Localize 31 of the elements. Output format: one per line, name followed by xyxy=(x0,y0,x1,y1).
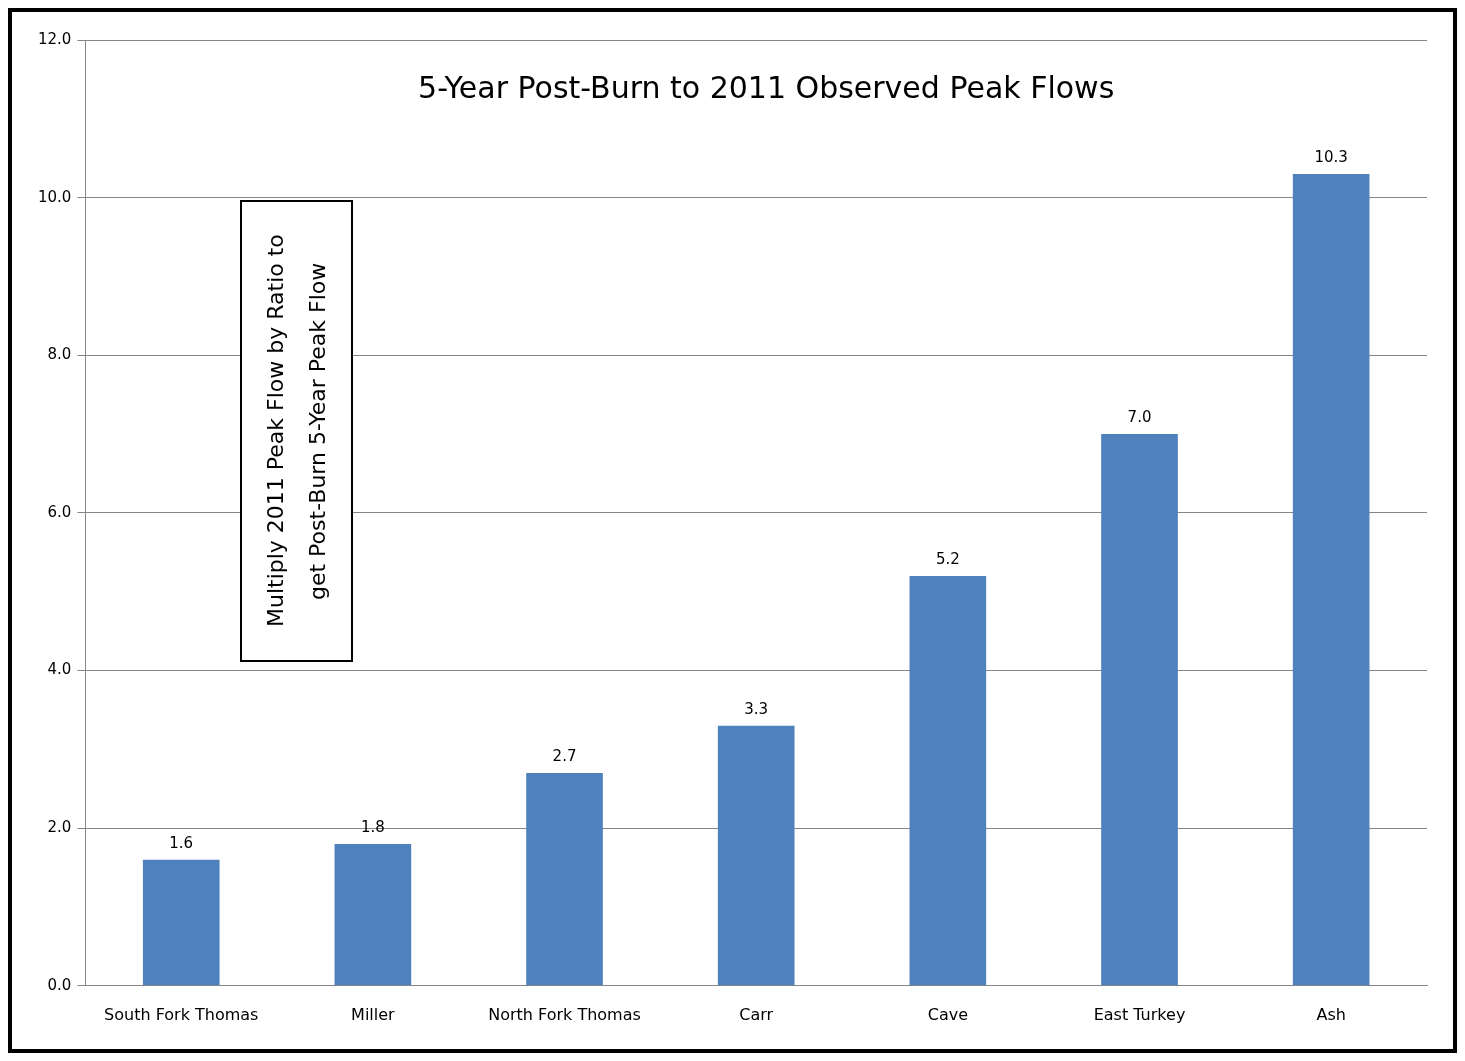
bar xyxy=(142,859,220,986)
y-tick-label: 2.0 xyxy=(47,818,72,837)
y-tick-label: 8.0 xyxy=(47,345,72,364)
data-label: 7.0 xyxy=(1127,408,1152,427)
bar xyxy=(1292,173,1370,986)
y-tick-label: 0.0 xyxy=(47,975,72,994)
x-tick-label: Carr xyxy=(739,1004,774,1024)
bar xyxy=(526,773,603,986)
bar xyxy=(334,843,412,986)
data-label: 2.7 xyxy=(552,747,577,766)
text: 5-Year Post-Burn to 2011 Observed Peak Flows xyxy=(418,69,1115,105)
x-tick-label: Cave xyxy=(927,1004,969,1024)
data-label: 3.3 xyxy=(744,700,769,719)
y-tick-label: 12.0 xyxy=(37,29,72,48)
data-label: 10.3 xyxy=(1314,148,1348,167)
y-tick-label: 6.0 xyxy=(47,502,72,521)
data-label: 5.2 xyxy=(935,550,960,569)
x-tick-label: South Fork Thomas xyxy=(104,1004,259,1024)
text-box: Multiply 2011 Peak Flow by Ratio to get Post-Burn 5-Year Peak Flow xyxy=(240,200,353,662)
y-axis-title: Multiply 2011 Peak Flow by Ratio to get Post-Burn 5-Year Peak Flow xyxy=(261,233,331,630)
y-tick-label: 4.0 xyxy=(47,660,72,679)
bar xyxy=(909,575,987,986)
data-label: 1.8 xyxy=(360,818,385,837)
data-label: 1.6 xyxy=(169,834,194,853)
x-tick-label: East Turkey xyxy=(1093,1004,1186,1024)
y-tick-label: 10.0 xyxy=(37,187,72,206)
x-tick-label: North Fork Thomas xyxy=(488,1004,641,1024)
x-tick-label: Ash xyxy=(1316,1004,1346,1024)
x-tick-label: Miller xyxy=(351,1004,396,1024)
bar xyxy=(717,725,795,986)
bar xyxy=(1101,434,1178,986)
